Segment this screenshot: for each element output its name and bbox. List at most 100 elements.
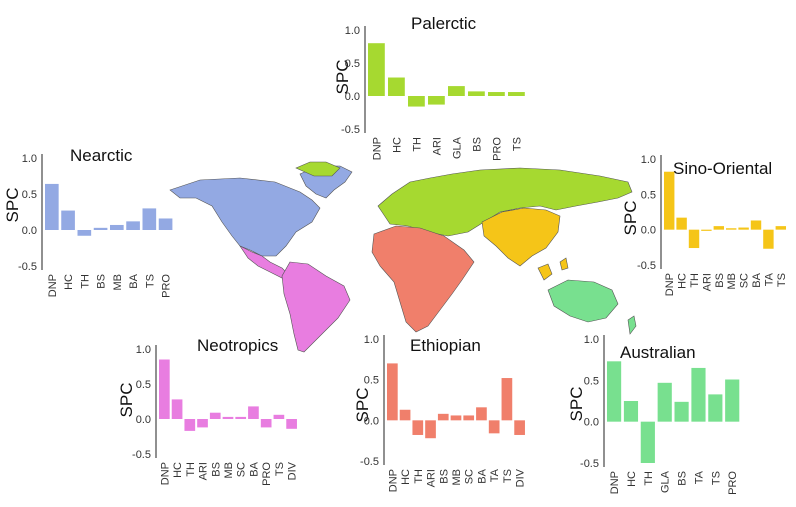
x-category-label: PRO (161, 274, 173, 298)
chart-5: Australian SPC 1.0 0.5 0.0 -0.5 DNP HC TH GLA BS TA… (567, 334, 740, 495)
chart-title: Neotropics (197, 336, 278, 355)
x-category-label: BS (96, 274, 108, 289)
bar-ts (775, 226, 787, 230)
bar-ta (691, 367, 706, 422)
bar-th (640, 421, 655, 463)
bar-sc (463, 415, 475, 421)
chart-4: Ethiopian SPC 1.0 0.5 0.0 -0.5 DNP HC TH ARI BS MB S… (353, 334, 527, 492)
x-category-label: BS (677, 471, 689, 486)
x-category-label: HC (172, 462, 184, 478)
y-tick-label: 1.0 (345, 25, 360, 37)
x-category-label: HC (63, 274, 75, 290)
bar-hc (388, 77, 405, 96)
x-category-label: HC (677, 273, 689, 289)
x-category-label: TH (643, 471, 655, 486)
x-category-label: BA (128, 273, 140, 288)
region-ethiopian (371, 225, 475, 333)
y-tick-label: -0.5 (637, 260, 656, 272)
bar-mb (110, 224, 124, 230)
x-category-label: TS (144, 274, 156, 288)
bar-gla (448, 86, 465, 96)
bar-th (688, 229, 700, 249)
x-category-label: DNP (609, 471, 621, 494)
bar-dnp (368, 43, 385, 96)
chart-0: Palerctic SPC 1.0 0.5 0.0 -0.5 DNP HC TH ARI GLA BS… (333, 14, 525, 161)
y-tick-label: 1.0 (641, 154, 656, 166)
x-category-label: PRO (261, 462, 273, 486)
bar-th (77, 230, 92, 236)
bar-th (412, 420, 424, 435)
bar-mb (222, 416, 234, 419)
y-tick-label: 0.5 (641, 189, 656, 201)
y-tick-label: 1.0 (364, 334, 379, 346)
x-category-label: MB (726, 273, 738, 290)
x-category-label: BA (476, 468, 488, 483)
x-category-label: DNP (371, 137, 383, 160)
y-tick-label: -0.5 (132, 449, 151, 461)
bar-pro (158, 218, 173, 230)
x-category-label: TS (274, 462, 286, 476)
x-category-label: ARI (701, 273, 713, 291)
bar-ari (425, 420, 436, 439)
x-category-label: BS (210, 462, 222, 477)
bar-dnp (159, 359, 170, 419)
world-map (169, 161, 637, 353)
bar-bs (674, 401, 689, 422)
bar-mb (450, 415, 462, 421)
bar-ts (142, 208, 157, 230)
bar-dnp (607, 361, 622, 422)
bar-div (514, 420, 525, 435)
bar-ari (428, 96, 445, 105)
y-tick-label: -0.5 (360, 456, 379, 468)
x-category-label: DNP (47, 274, 59, 297)
x-category-label: HC (400, 469, 412, 485)
region-neotropics (281, 261, 351, 353)
bar-th (408, 96, 425, 107)
chart-title: Palerctic (411, 14, 477, 33)
x-category-label: DNP (159, 462, 171, 485)
bar-bs (93, 227, 108, 230)
y-tick-label: 0.0 (22, 225, 37, 237)
bar-ba (750, 220, 762, 230)
x-category-label: TS (776, 273, 788, 287)
y-tick-label: -0.5 (18, 261, 37, 273)
y-axis-label: SPC (353, 388, 372, 423)
bar-pro (260, 419, 272, 428)
bar-bs (713, 226, 725, 230)
bar-ari (197, 419, 208, 428)
y-tick-label: 0.5 (584, 375, 599, 387)
x-category-label: DNP (664, 273, 676, 296)
y-axis-label: SPC (567, 387, 586, 422)
x-category-label: TH (185, 462, 197, 477)
y-tick-label: 1.0 (584, 334, 599, 346)
bar-bs (209, 412, 221, 419)
bar-ari (701, 229, 712, 231)
x-category-label: BS (714, 273, 726, 288)
x-category-label: GLA (660, 470, 672, 493)
x-category-label: HC (391, 137, 403, 153)
y-tick-label: -0.5 (341, 124, 360, 136)
region-sino-oriental (481, 207, 561, 267)
y-axis-label: SPC (621, 201, 640, 236)
bar-ba (476, 407, 487, 421)
x-category-label: TA (489, 468, 501, 482)
x-category-label: DIV (515, 468, 527, 487)
bar-ts (501, 378, 513, 421)
x-category-label: SC (464, 469, 476, 484)
x-category-label: TS (511, 137, 523, 151)
y-tick-label: 1.0 (22, 153, 37, 165)
x-category-label: BA (751, 272, 763, 287)
bar-ta (763, 229, 774, 249)
y-tick-label: 0.0 (345, 91, 360, 103)
x-category-label: BS (438, 469, 450, 484)
x-category-label: PRO (491, 137, 503, 161)
bar-sc (738, 227, 749, 230)
bar-hc (623, 401, 639, 422)
chart-title: Nearctic (70, 146, 133, 165)
region-new-zealand (627, 315, 637, 335)
chart-3: Neotropics SPC 1.0 0.5 0.0 -0.5 DNP HC TH ARI BS MB… (117, 336, 299, 486)
x-category-label: ARI (431, 137, 443, 155)
x-category-label: SC (739, 273, 751, 288)
x-category-label: MB (112, 274, 124, 291)
